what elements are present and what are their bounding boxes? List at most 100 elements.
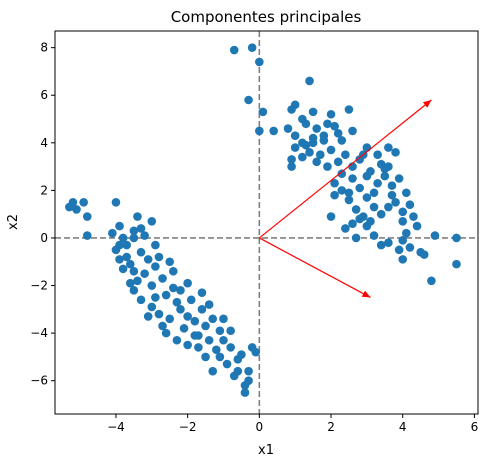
data-point: [244, 95, 253, 105]
data-point: [226, 343, 235, 352]
data-point: [369, 202, 379, 212]
data-point: [384, 202, 393, 212]
component-arrows: [258, 99, 432, 298]
data-point: [201, 352, 210, 362]
data-point: [419, 250, 429, 259]
data-point: [151, 262, 160, 271]
data-point: [158, 274, 167, 283]
data-point: [323, 119, 332, 129]
data-point: [290, 131, 300, 140]
data-point: [190, 316, 200, 326]
data-point: [237, 350, 246, 359]
data-point: [341, 150, 350, 160]
data-point: [398, 207, 408, 217]
data-point: [111, 245, 121, 255]
data-point: [298, 152, 307, 162]
data-point: [341, 224, 350, 233]
x-axis-label: x1: [258, 443, 274, 458]
data-point: [165, 257, 175, 267]
data-point: [362, 193, 372, 202]
data-point: [373, 178, 382, 188]
data-point: [290, 143, 300, 152]
data-point: [215, 352, 225, 362]
data-point: [151, 240, 160, 250]
data-point: [147, 302, 157, 312]
component-arrow-line: [259, 237, 371, 298]
data-point: [122, 252, 131, 262]
data-point: [344, 105, 354, 114]
data-point: [82, 212, 92, 221]
plot-frame: [54, 30, 479, 415]
data-point: [348, 126, 357, 136]
y-axis-ticks: −6 −4 −2 0 2 4 6 8: [30, 41, 55, 388]
data-point: [140, 269, 149, 278]
data-point: [179, 324, 189, 333]
data-point: [129, 233, 139, 243]
data-point: [409, 212, 418, 221]
data-point: [204, 335, 214, 345]
data-point: [72, 205, 81, 214]
data-point: [290, 100, 300, 110]
data-point: [194, 343, 203, 352]
y-tick-label: −4: [30, 326, 48, 340]
y-tick-label: 8: [40, 41, 48, 55]
data-point: [323, 162, 332, 171]
data-point: [391, 148, 400, 157]
data-point: [308, 138, 318, 148]
data-point: [348, 219, 357, 228]
data-point: [154, 252, 164, 262]
data-point: [326, 212, 336, 221]
data-point: [212, 345, 221, 355]
data-point: [319, 136, 329, 145]
x-tick-label: −4: [107, 420, 125, 434]
y-tick-label: −6: [30, 374, 48, 388]
data-point: [402, 228, 411, 238]
data-point: [183, 312, 192, 321]
data-point: [222, 359, 232, 369]
data-point: [344, 188, 354, 198]
data-point: [143, 312, 153, 321]
data-point: [82, 231, 92, 240]
data-point: [394, 245, 404, 255]
chart-title: Componentes principales: [171, 8, 362, 26]
data-point: [333, 157, 343, 167]
data-point: [108, 228, 117, 238]
data-point: [133, 276, 142, 286]
data-point: [373, 150, 382, 160]
data-point: [287, 155, 296, 164]
y-axis-label: x2: [6, 214, 21, 230]
component-arrow-head: [361, 290, 371, 298]
data-point: [391, 197, 400, 207]
data-point: [384, 238, 393, 248]
data-point: [158, 321, 167, 331]
plot-area: [55, 31, 478, 414]
data-point: [244, 366, 253, 376]
data-point: [251, 347, 261, 357]
data-point: [369, 231, 379, 240]
data-point: [147, 217, 157, 226]
data-point: [115, 255, 124, 264]
x-tick-label: 6: [471, 420, 479, 434]
data-point: [330, 121, 339, 131]
data-point: [344, 195, 354, 205]
data-point: [219, 314, 228, 324]
data-point: [376, 240, 386, 250]
data-point: [186, 295, 196, 305]
y-tick-label: 6: [40, 88, 48, 102]
data-point: [190, 331, 200, 340]
data-point: [337, 186, 347, 195]
data-point: [301, 119, 311, 129]
data-point: [118, 233, 128, 243]
component-arrow-head: [422, 99, 432, 108]
data-point: [215, 326, 225, 336]
data-point: [369, 188, 379, 198]
data-point: [387, 190, 397, 200]
data-point: [197, 288, 207, 297]
data-point: [136, 247, 146, 257]
data-point: [333, 128, 343, 138]
data-point: [305, 148, 314, 157]
data-point: [430, 231, 440, 240]
data-point: [326, 109, 336, 119]
data-point: [405, 243, 415, 252]
